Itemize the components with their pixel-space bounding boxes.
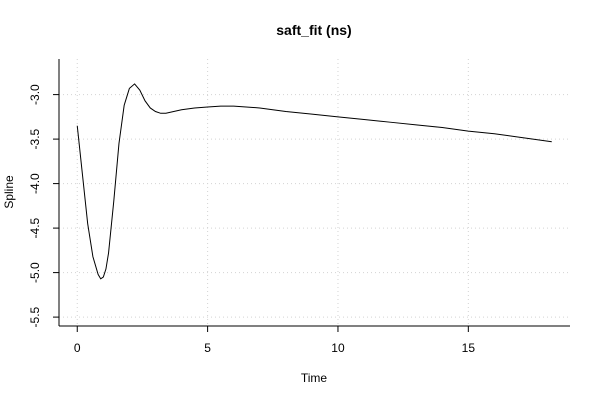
x-tick-label-3: 15: [462, 341, 476, 355]
y-axis-label: Spline: [2, 175, 16, 209]
chart-title: saft_fit (ns): [276, 22, 351, 38]
series-line-0: [76, 83, 552, 280]
y-tick-label-1: -3.5: [28, 128, 42, 149]
grid-lines: [59, 59, 570, 326]
y-axis-ticks: -3.0 -3.5 -4.0 -4.5 -5.0 -5.5: [28, 84, 59, 327]
x-axis-label: Time: [301, 371, 328, 385]
x-axis-ticks: 0 5 10 15: [74, 326, 475, 355]
y-tick-label-5: -5.5: [28, 306, 42, 327]
y-tick-label-0: -3.0: [28, 84, 42, 105]
x-tick-label-2: 10: [331, 341, 345, 355]
x-tick-label-0: 0: [74, 341, 81, 355]
series-group: [76, 83, 552, 280]
y-tick-label-2: -4.0: [28, 173, 42, 194]
y-tick-label-4: -5.0: [28, 262, 42, 283]
y-tick-label-3: -4.5: [28, 217, 42, 238]
x-tick-label-1: 5: [204, 341, 211, 355]
